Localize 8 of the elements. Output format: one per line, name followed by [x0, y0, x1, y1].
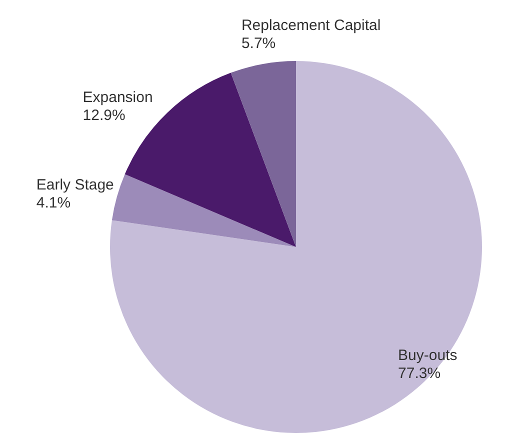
data-label: 77.3% [398, 364, 441, 382]
slice-label: Buy-outs [398, 346, 458, 364]
data-label: 5.7% [241, 35, 276, 52]
slice-label: Expansion [82, 88, 153, 106]
data-label: 4.1% [36, 194, 71, 212]
data-label: 12.9% [82, 106, 126, 124]
slice-label: Replacement Capital [241, 17, 381, 34]
slice-label: Early Stage [36, 176, 114, 194]
